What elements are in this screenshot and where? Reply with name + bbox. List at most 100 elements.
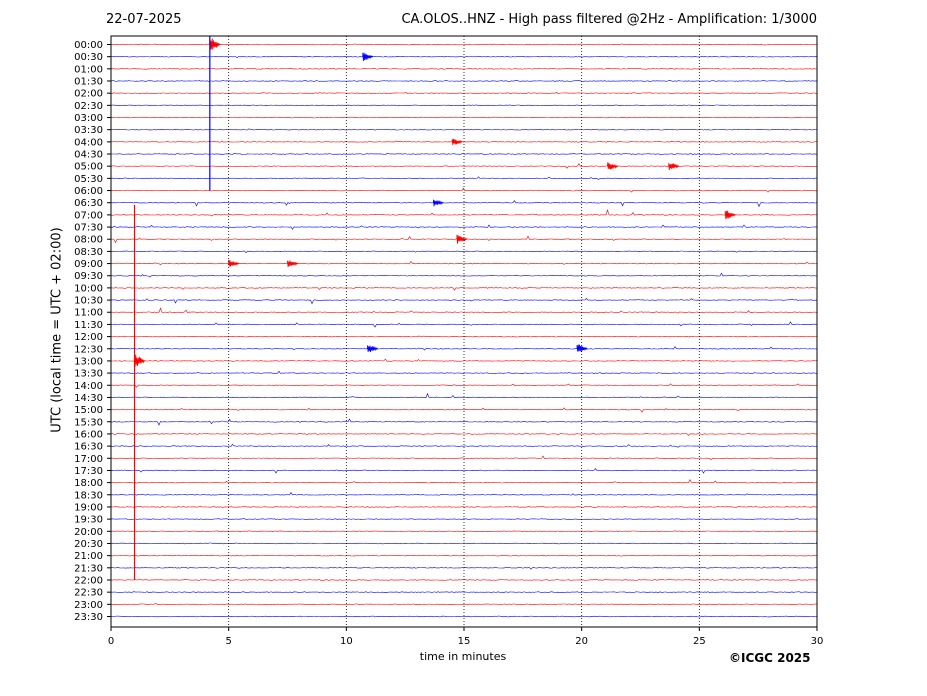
trace-1600: [110, 432, 818, 436]
trace-1700: [110, 455, 818, 461]
y-tick-label: 21:30: [74, 563, 103, 574]
y-tick-label: 14:00: [74, 381, 103, 392]
event-burst: [367, 345, 378, 353]
trace-1030: [110, 298, 818, 305]
y-tick-label: 04:30: [74, 150, 103, 161]
trace-2230: [110, 591, 818, 593]
y-tick-label: 03:30: [74, 125, 103, 136]
y-tick-label: 06:00: [74, 186, 103, 197]
trace-0830: [110, 250, 818, 254]
y-tick-label: 07:00: [74, 210, 103, 221]
y-tick-label: 04:00: [74, 137, 103, 148]
y-tick-label: 08:30: [74, 247, 103, 258]
x-tick-label: 10: [340, 636, 353, 647]
x-tick-label: 5: [225, 636, 231, 647]
trace-1800: [110, 479, 818, 484]
y-tick-label: 01:00: [74, 64, 103, 75]
trace-1630: [110, 443, 817, 448]
y-tick-label: 10:00: [74, 283, 103, 294]
trace-2300: [110, 603, 817, 606]
y-tick-label: 19:30: [74, 515, 103, 526]
event-burst: [576, 344, 588, 352]
y-tick-label: 20:00: [74, 527, 103, 538]
trace-0630: [110, 200, 818, 208]
y-tick-label: 05:30: [74, 174, 103, 185]
trace-1730: [110, 468, 818, 474]
y-tick-label: 18:00: [74, 478, 103, 489]
event-burst: [456, 234, 468, 244]
x-tick-label: 30: [811, 636, 824, 647]
y-tick-label: 15:30: [74, 417, 103, 428]
y-tick-label: 08:00: [74, 235, 103, 246]
y-tick-label: 13:00: [74, 356, 103, 367]
trace-0930: [110, 272, 818, 278]
y-tick-label: 16:00: [74, 429, 103, 440]
trace-2330: [110, 615, 818, 618]
trace-0600: [110, 187, 818, 193]
grid-group: [228, 36, 700, 627]
y-tick-label: 09:00: [74, 259, 103, 270]
y-tick-label: 12:00: [74, 332, 103, 343]
event-burst: [724, 210, 736, 220]
y-tick-label: 10:30: [74, 296, 103, 307]
y-tick-label: 11:00: [74, 308, 103, 319]
y-tick-label: 21:00: [74, 551, 103, 562]
event-burst: [134, 353, 146, 367]
y-tick-label: 01:30: [74, 77, 103, 88]
y-tick-label: 18:30: [74, 490, 103, 501]
x-tick-label: 15: [458, 636, 471, 647]
event-burst: [209, 38, 221, 51]
y-tick-label: 07:30: [74, 223, 103, 234]
event-burst: [451, 138, 463, 146]
trace-1430: [111, 392, 818, 399]
plot-frame: [110, 35, 818, 628]
y-tick-label: 00:00: [74, 40, 103, 51]
y-tick-label: 19:00: [74, 502, 103, 513]
trace-0500: [110, 163, 818, 169]
y-tick-label: 12:30: [74, 344, 103, 355]
y-tick-label: 17:00: [74, 454, 103, 465]
event-burst: [287, 260, 298, 267]
y-tick-label: 22:30: [74, 588, 103, 599]
y-tick-label: 17:30: [74, 466, 103, 477]
y-tick-label: 05:00: [74, 162, 103, 173]
y-tick-label: 16:30: [74, 442, 103, 453]
y-tick-label: 02:00: [74, 89, 103, 100]
y-tick-label: 23:00: [74, 600, 103, 611]
event-burst: [433, 199, 444, 207]
y-tick-label: 00:30: [74, 52, 103, 63]
trace-1330: [111, 370, 818, 375]
y-tick-label: 03:00: [74, 113, 103, 124]
y-tick-label: 11:30: [74, 320, 103, 331]
x-tick-label: 20: [575, 636, 588, 647]
trace-1530: [110, 418, 818, 426]
trace-1500: [111, 407, 818, 413]
x-ticks-group: 0 5 10 15 20 25 30: [108, 627, 824, 647]
x-tick-label: 0: [108, 636, 114, 647]
x-axis-label: time in minutes: [419, 650, 507, 663]
y-tick-label: 22:00: [74, 575, 103, 586]
event-burst: [228, 259, 240, 267]
event-burst: [362, 52, 374, 62]
y-tick-label: 13:30: [74, 369, 103, 380]
y-tick-label: 20:30: [74, 539, 103, 550]
trace-0530: [110, 176, 818, 180]
event-burst: [607, 162, 619, 170]
y-tick-label: 02:30: [74, 101, 103, 112]
date-label: 22-07-2025: [106, 12, 182, 27]
y-tick-label: 09:30: [74, 271, 103, 282]
y-tick-label: 06:30: [74, 198, 103, 209]
y-tick-label: 23:30: [74, 612, 103, 623]
trace-1400: [110, 383, 817, 388]
y-tick-label: 15:00: [74, 405, 103, 416]
event-burst: [668, 163, 680, 171]
trace-0000: [110, 43, 818, 46]
x-tick-label: 25: [693, 636, 706, 647]
y-tick-label: 14:30: [74, 393, 103, 404]
trace-1830: [110, 492, 818, 496]
chart-title: CA.OLOS..HNZ - High pass filtered @2Hz -…: [401, 12, 817, 27]
copyright-label: ©ICGC 2025: [729, 651, 811, 665]
trace-0730: [110, 224, 818, 230]
